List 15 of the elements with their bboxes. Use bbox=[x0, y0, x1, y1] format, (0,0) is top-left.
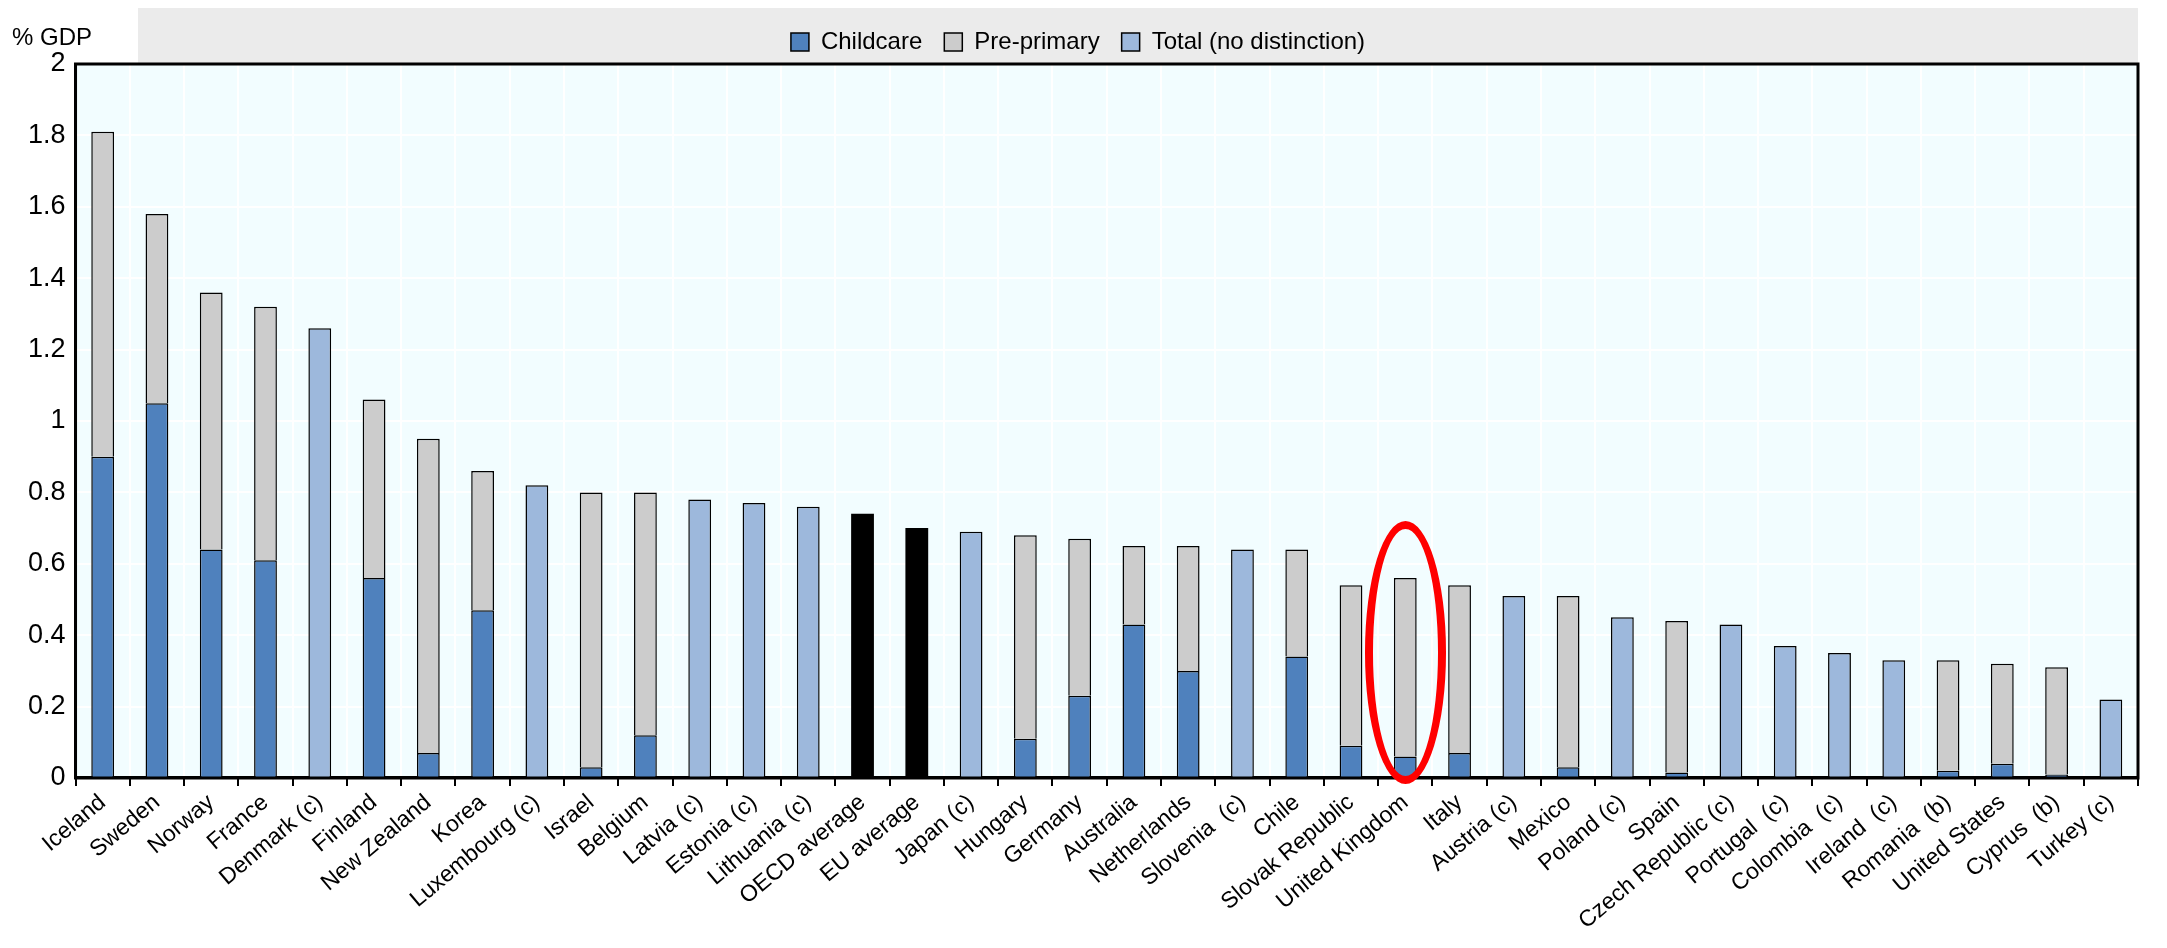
y-tick-label: 0.2 bbox=[27, 690, 66, 721]
y-tick-label: 0.8 bbox=[27, 475, 66, 506]
y-tick-label: 1.2 bbox=[27, 333, 66, 364]
y-tick-label: 0.4 bbox=[27, 618, 66, 649]
y-tick-label: 0.6 bbox=[27, 547, 66, 578]
y-axis-title: % GDP bbox=[12, 22, 93, 50]
y-tick-label: 2 bbox=[50, 47, 66, 78]
legend-label: Total (no distinction) bbox=[1151, 26, 1366, 54]
legend-label: Childcare bbox=[820, 26, 923, 54]
y-tick-label: 0 bbox=[50, 761, 66, 792]
y-tick-label: 1 bbox=[50, 404, 66, 435]
y-tick-label: 1.6 bbox=[27, 190, 66, 221]
y-tick-label: 1.8 bbox=[27, 118, 66, 149]
y-tick-label: 1.4 bbox=[27, 261, 66, 292]
legend-label: Pre-primary bbox=[974, 26, 1100, 54]
